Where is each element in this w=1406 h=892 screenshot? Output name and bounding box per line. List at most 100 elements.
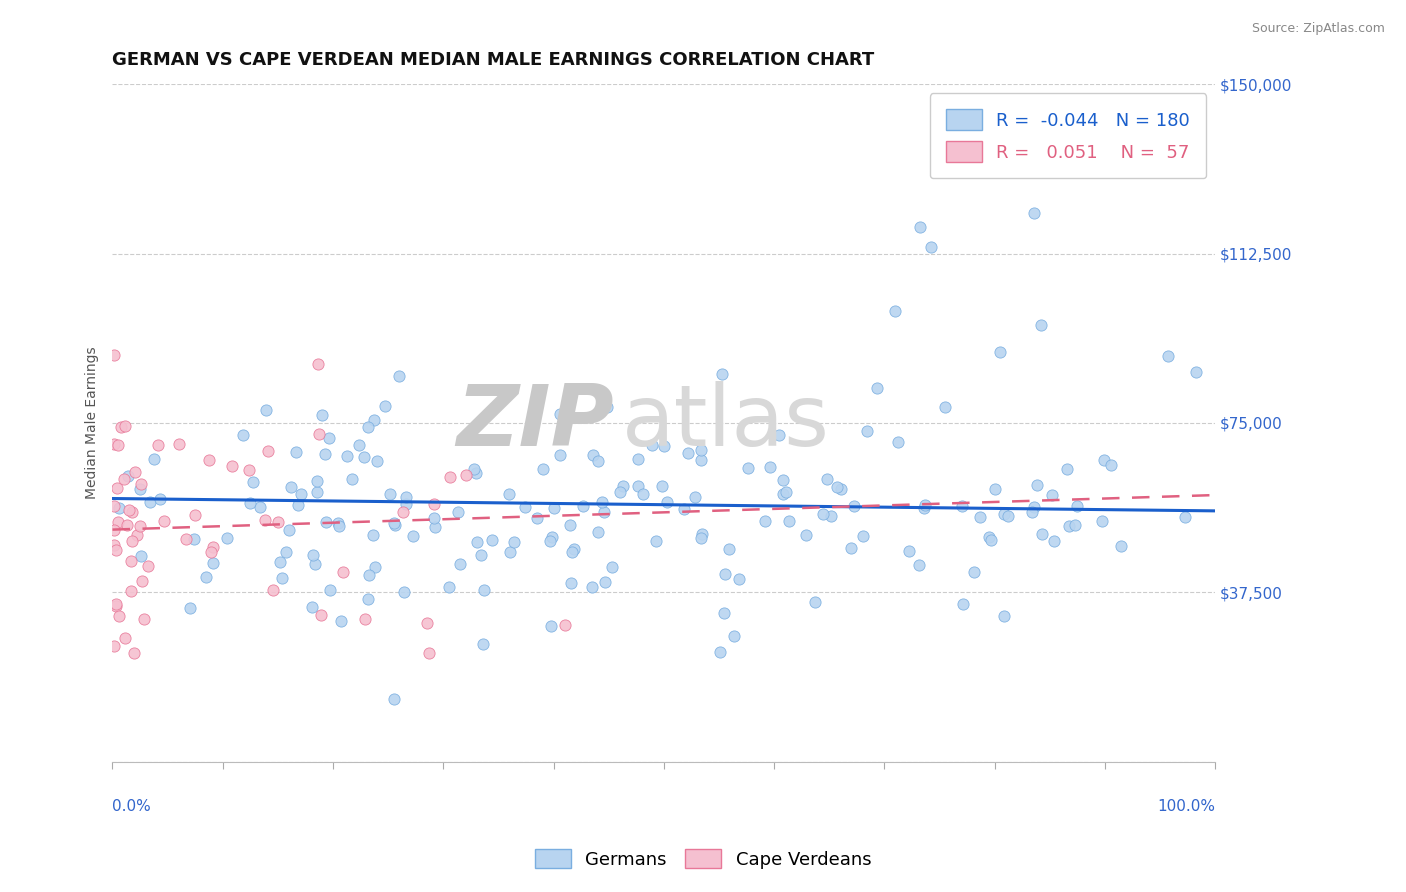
Point [1092,452,1115,467]
Text: 0.0%: 0.0% [112,799,152,814]
Point [652,439,675,453]
Point [278,523,301,537]
Point [997,508,1019,523]
Point [543,501,565,516]
Point [242,475,264,489]
Point [820,508,842,523]
Point [709,645,731,659]
Point [908,220,931,235]
Point [651,478,673,492]
Point [256,402,278,417]
Point [249,500,271,514]
Point [988,344,1011,359]
Point [503,535,526,549]
Point [855,425,877,439]
Point [993,508,1015,522]
Point [914,498,936,512]
Point [887,435,910,450]
Point [121,534,143,549]
Legend: R =  -0.044   N = 180, R =   0.051    N =  57: R = -0.044 N = 180, R = 0.051 N = 57 [929,93,1206,178]
Point [775,484,797,499]
Point [1099,458,1122,472]
Point [513,500,536,515]
Point [794,528,817,542]
Legend: Germans, Cape Verdeans: Germans, Cape Verdeans [527,842,879,876]
Point [148,437,170,451]
Point [200,545,222,559]
Point [107,515,129,529]
Point [572,499,595,513]
Point [326,516,349,530]
Point [395,490,418,504]
Point [392,585,415,599]
Point [305,474,328,488]
Point [238,463,260,477]
Text: GERMAN VS CAPE VERDEAN MEDIAN MALE EARNINGS CORRELATION CHART: GERMAN VS CAPE VERDEAN MEDIAN MALE EARNI… [112,51,875,69]
Point [481,533,503,548]
Point [591,495,613,509]
Point [422,497,444,511]
Point [531,461,554,475]
Point [772,474,794,488]
Point [353,612,375,626]
Point [498,486,520,500]
Point [364,560,387,574]
Point [723,629,745,643]
Point [465,467,488,481]
Point [984,483,1007,497]
Point [1174,510,1197,524]
Point [1022,206,1045,220]
Point [1022,500,1045,515]
Point [993,609,1015,624]
Point [402,529,425,543]
Point [883,304,905,318]
Point [197,452,219,467]
Point [202,540,225,554]
Point [382,516,405,530]
Point [107,481,129,495]
Point [596,400,619,414]
Point [201,556,224,570]
Point [107,501,129,516]
Point [311,409,333,423]
Point [103,538,125,552]
Point [271,571,294,585]
Point [239,496,262,510]
Point [215,531,238,545]
Point [357,568,380,582]
Point [336,449,359,463]
Point [980,533,1002,548]
Point [588,453,610,467]
Point [269,554,291,568]
Point [308,426,330,441]
Point [183,508,205,522]
Point [562,542,585,557]
Point [852,529,875,543]
Point [1091,514,1114,528]
Point [561,545,583,559]
Point [112,472,135,486]
Point [284,445,307,459]
Point [979,530,1001,544]
Point [332,565,354,579]
Point [103,639,125,653]
Point [108,608,131,623]
Point [132,612,155,626]
Point [456,468,478,483]
Point [737,461,759,475]
Point [105,597,128,611]
Point [690,527,713,541]
Point [548,407,571,421]
Point [304,557,326,571]
Text: 100.0%: 100.0% [1157,799,1215,814]
Point [179,600,201,615]
Point [415,616,437,631]
Point [839,541,862,555]
Point [267,515,290,529]
Point [117,468,139,483]
Point [593,575,616,590]
Point [256,444,278,458]
Point [588,525,610,540]
Point [361,527,384,541]
Point [1066,499,1088,513]
